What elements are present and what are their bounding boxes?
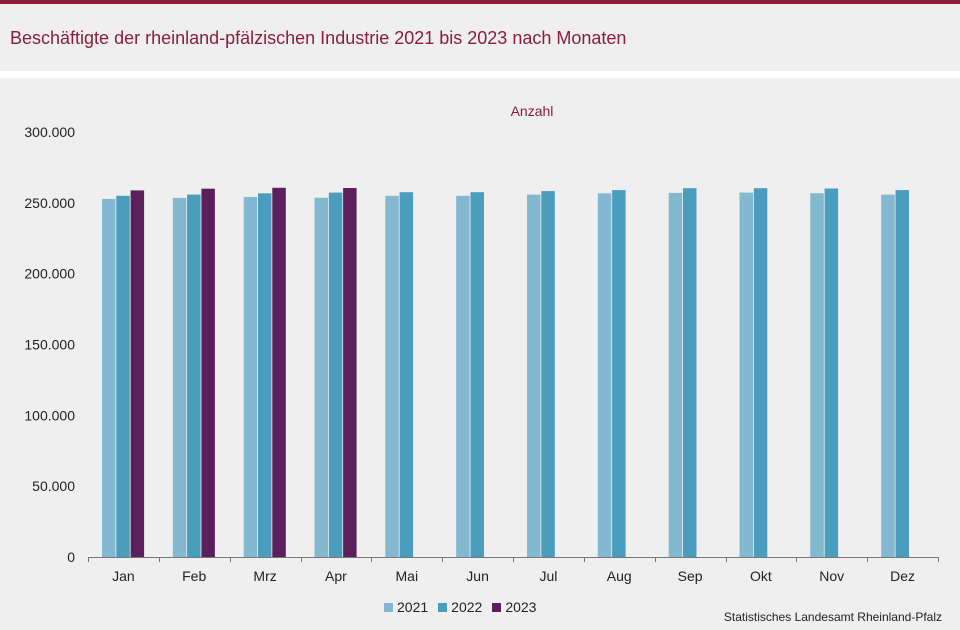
x-tick-label: Mrz [253,568,276,584]
legend: 2021 2022 2023 [384,597,536,617]
source-note: Statistisches Landesamt Rheinland-Pfalz [723,610,942,624]
bar-2022-Okt [753,188,768,557]
bar-2023-Apr [343,188,357,557]
bar-2021-Dez [881,194,895,557]
bar-2022-Mrz [258,193,272,558]
bar-2021-Jan [102,198,116,557]
x-tick-label: Apr [325,568,347,584]
bar-2021-Apr [314,197,328,557]
x-tick-label: Dez [890,568,915,584]
x-tick-label: Okt [750,568,772,584]
legend-label-2021: 2021 [397,599,429,615]
bar-2022-Apr [328,192,343,557]
legend-label-2023: 2023 [505,599,537,615]
x-tick-label: Mai [396,568,419,584]
x-tick-label: Feb [182,568,206,584]
bar-2021-Jul [527,194,541,557]
x-tick-label: Jan [112,568,135,584]
header-separator [0,71,960,78]
y-tick-label: 200.000 [24,266,75,282]
bar-2021-Okt [739,192,753,557]
page-title: Beschäftigte der rheinland-pfälzischen I… [10,28,627,48]
legend-swatch-2022 [438,602,448,612]
legend-swatch-2023 [492,602,502,612]
legend-item-2021: 2021 [384,599,428,615]
bar-2022-Dez [895,190,909,557]
legend-swatch-2021 [384,602,393,612]
bar-2023-Mrz [272,187,286,558]
bar-2022-Jun [470,192,484,557]
bar-2023-Jan [130,190,145,557]
x-tick-label: Jun [466,568,489,584]
y-tick-label: 100.000 [24,407,75,423]
y-tick-label: 250.000 [24,195,75,211]
header: Beschäftigte der rheinland-pfälzischen I… [0,4,960,71]
bar-2021-Jun [456,195,470,558]
y-tick-label: 300.000 [24,124,75,140]
bar-2021-Feb [172,197,187,557]
x-tick-label: Sep [678,568,703,584]
legend-label-2022: 2022 [451,599,483,615]
bar-2022-Nov [824,188,839,557]
bar-2021-Mrz [243,196,258,557]
bar-2021-Sep [668,192,683,557]
bar-2022-Aug [612,190,626,557]
unit-label: Anzahl [510,103,554,119]
x-tick-label: Nov [819,568,844,584]
y-tick-label: 0 [67,549,75,565]
bar-2021-Aug [597,193,612,558]
top-accent-rule [0,0,960,4]
bar-2023-Feb [201,188,215,557]
bar-2021-Mai [385,195,399,558]
legend-item-2023: 2023 [492,599,536,615]
bar-2022-Mai [399,192,414,557]
legend-item-2022: 2022 [438,599,482,615]
bar-2021-Nov [810,193,824,557]
bar-2022-Sep [683,188,697,557]
x-tick-label: Jul [539,568,557,584]
x-tick-label: Aug [607,568,632,584]
bar-2022-Jul [541,191,555,557]
bar-2022-Feb [187,194,201,557]
y-tick-label: 50.000 [32,478,75,494]
bar-2022-Jan [116,195,130,558]
y-tick-label: 150.000 [24,337,75,353]
